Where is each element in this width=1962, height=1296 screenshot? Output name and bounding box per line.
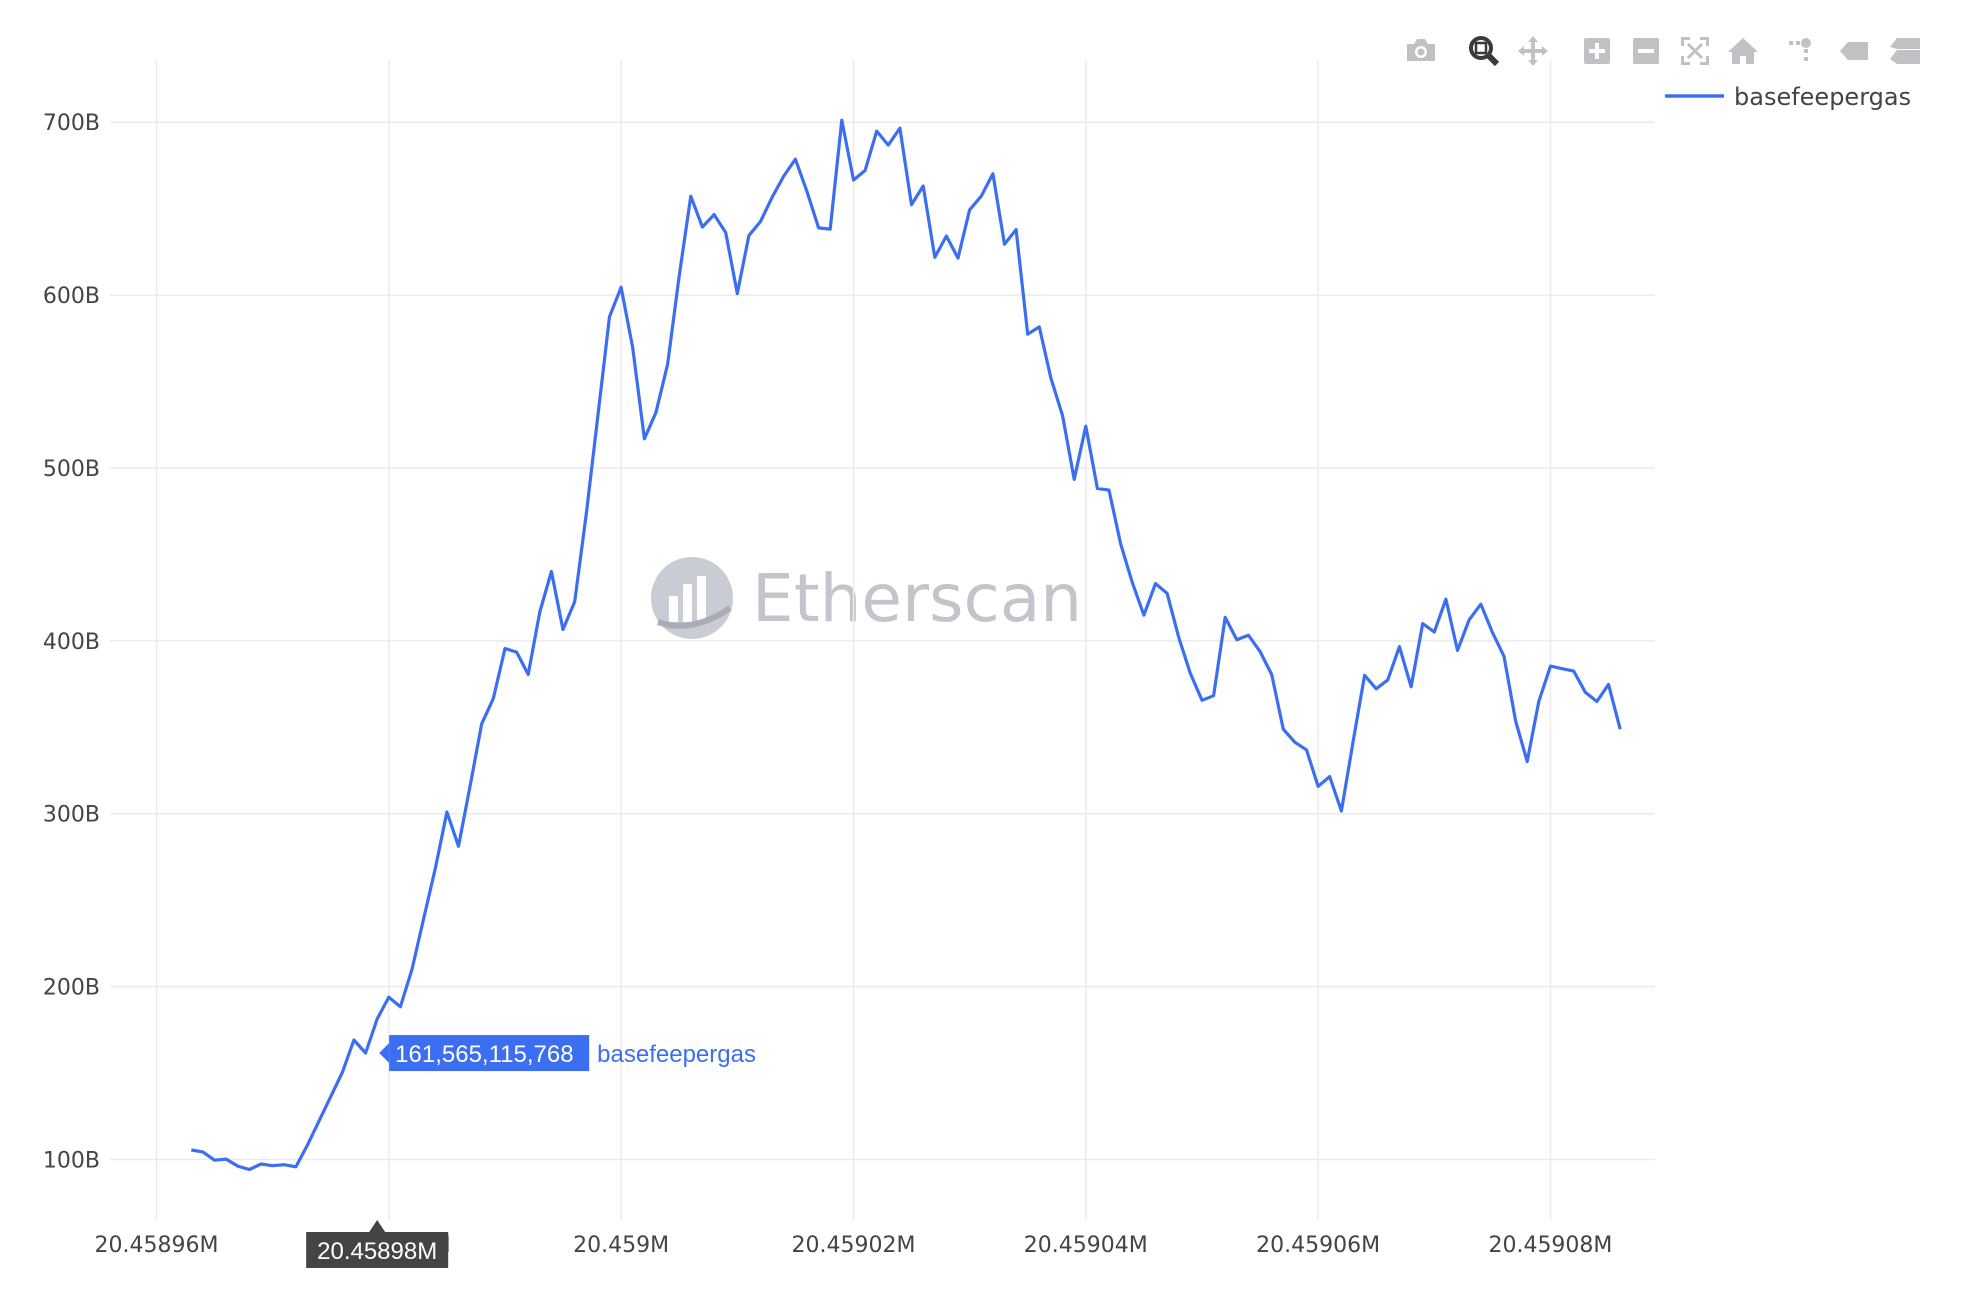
y-tick-label: 600B: [43, 284, 100, 309]
y-axis-ticks: 100B 200B 300B 400B 500B 600B 700B: [43, 111, 100, 1173]
hover-series-text: basefeepergas: [597, 1041, 756, 1068]
legend[interactable]: basefeepergas: [1665, 83, 1911, 111]
grid: [110, 60, 1655, 1220]
y-tick-label: 400B: [43, 630, 100, 655]
autoscale-icon: [1681, 37, 1709, 65]
etherscan-logo-icon: [651, 557, 733, 639]
series-line-basefeepergas: [191, 118, 1622, 1172]
y-tick-label: 500B: [43, 457, 100, 482]
x-tick-label: 20.45904M: [1024, 1233, 1148, 1258]
zoom-button[interactable]: Zoom: [1466, 33, 1502, 69]
spike-lines-icon: [1789, 38, 1811, 61]
x-axis-ticks: 20.45896M20.45898M20.459M20.45902M20.459…: [94, 1233, 1612, 1258]
hover-value-arrow: [379, 1043, 390, 1064]
autoscale-button[interactable]: Autoscale: [1677, 33, 1713, 69]
hover-x-text: 20.45898M: [317, 1238, 437, 1265]
camera-icon: [1407, 39, 1435, 61]
y-tick-label: 300B: [43, 803, 100, 828]
x-tick-label: 20.45908M: [1488, 1233, 1612, 1258]
hover-value-box: [389, 1035, 590, 1072]
camera-button[interactable]: Download plot as a png: [1403, 33, 1439, 69]
hover-x-arrow: [369, 1220, 386, 1232]
modebar: Download plot as a png Zoom Pan Zoom in Zoom…: [1403, 33, 1922, 69]
legend-label: basefeepergas: [1734, 83, 1911, 111]
zoom-icon: [1469, 36, 1500, 67]
y-tick-label: 200B: [43, 976, 100, 1001]
hover-value-text: 161,565,115,768: [395, 1041, 573, 1068]
hover-x-label: 20.45898M: [306, 1220, 449, 1268]
zoom-in-icon: [1584, 38, 1610, 64]
hover-compare-button[interactable]: Compare data on hover: [1886, 33, 1922, 69]
zoom-out-icon: [1633, 38, 1659, 64]
y-tick-label: 100B: [43, 1148, 100, 1173]
home-icon: [1728, 38, 1758, 64]
y-tick-label: 700B: [43, 111, 100, 136]
watermark-text: Etherscan: [752, 560, 1082, 637]
hover-x-box: [306, 1232, 449, 1268]
hover-compare-icon: [1890, 38, 1920, 64]
button-hit-area[interactable]: [1785, 33, 1821, 69]
pan-button[interactable]: Pan: [1515, 33, 1551, 69]
zoom-out-button[interactable]: Zoom out: [1628, 33, 1664, 69]
hover-closest-icon: [1840, 42, 1868, 60]
hover-tooltip: 20.45898M 161,565,115,768 basefeepergas: [306, 1035, 756, 1268]
spike-lines-button[interactable]: Toggle Spike Lines: [1785, 33, 1821, 69]
x-tick-label: 20.45906M: [1256, 1233, 1380, 1258]
series-layer: [191, 118, 1622, 1172]
x-tick-label: 20.45902M: [791, 1233, 915, 1258]
zoom-in-button[interactable]: Zoom in: [1579, 33, 1615, 69]
pan-icon: [1518, 36, 1548, 66]
x-tick-label: 20.45896M: [94, 1233, 218, 1258]
hover-value-label: 161,565,115,768 basefeepergas: [379, 1035, 756, 1072]
etherscan-watermark: Etherscan: [651, 557, 1082, 639]
home-button[interactable]: Reset axes: [1725, 33, 1761, 69]
x-tick-label: 20.459M: [573, 1233, 669, 1258]
hover-closest-button[interactable]: Show closest data on hover: [1836, 33, 1872, 69]
